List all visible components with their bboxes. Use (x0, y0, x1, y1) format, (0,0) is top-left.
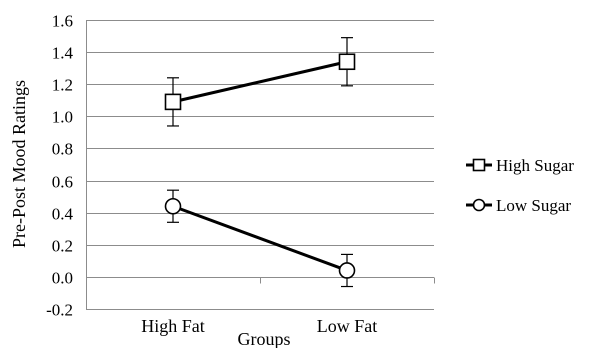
data-point-circle (164, 197, 182, 215)
series-line (172, 60, 348, 104)
y-tick-label: 1.0 (52, 108, 73, 127)
data-point-square (338, 53, 356, 71)
y-tick-label: 0.2 (52, 237, 73, 256)
y-tick-label: 1.4 (52, 44, 74, 63)
series-line (172, 204, 348, 272)
legend: High Sugar Low Sugar (466, 156, 574, 215)
y-tick-labels: 1.6 1.4 1.2 1.0 0.8 0.6 0.4 0.2 0.0 -0.2 (46, 12, 73, 320)
y-tick-label: 0.4 (52, 205, 74, 224)
y-tick-label: 1.6 (52, 12, 73, 31)
y-tick-label: 0.8 (52, 140, 73, 159)
y-tick-label: 0.6 (52, 173, 73, 192)
series-low-sugar (164, 189, 356, 288)
series (164, 37, 356, 288)
legend-label: Low Sugar (496, 196, 571, 215)
y-axis-label: Pre-Post Mood Ratings (9, 80, 29, 248)
legend-item: Low Sugar (466, 196, 571, 215)
x-tick-label: Low Fat (317, 316, 378, 336)
axes (86, 20, 435, 310)
gridlines (86, 20, 434, 310)
data-point-square (472, 158, 486, 172)
data-point-square (164, 93, 182, 111)
legend-label: High Sugar (496, 156, 574, 175)
data-point-circle (472, 198, 486, 212)
legend-item: High Sugar (466, 156, 574, 175)
data-point-circle (338, 262, 356, 279)
series-high-sugar (164, 37, 356, 127)
y-tick-label: 1.2 (52, 76, 73, 95)
y-tick-label: -0.2 (46, 301, 73, 320)
x-tick-label: High Fat (141, 316, 205, 336)
y-tick-label: 0.0 (52, 269, 73, 288)
x-axis-label: Groups (238, 329, 291, 348)
x-tick-labels: High Fat Low Fat (141, 316, 377, 336)
